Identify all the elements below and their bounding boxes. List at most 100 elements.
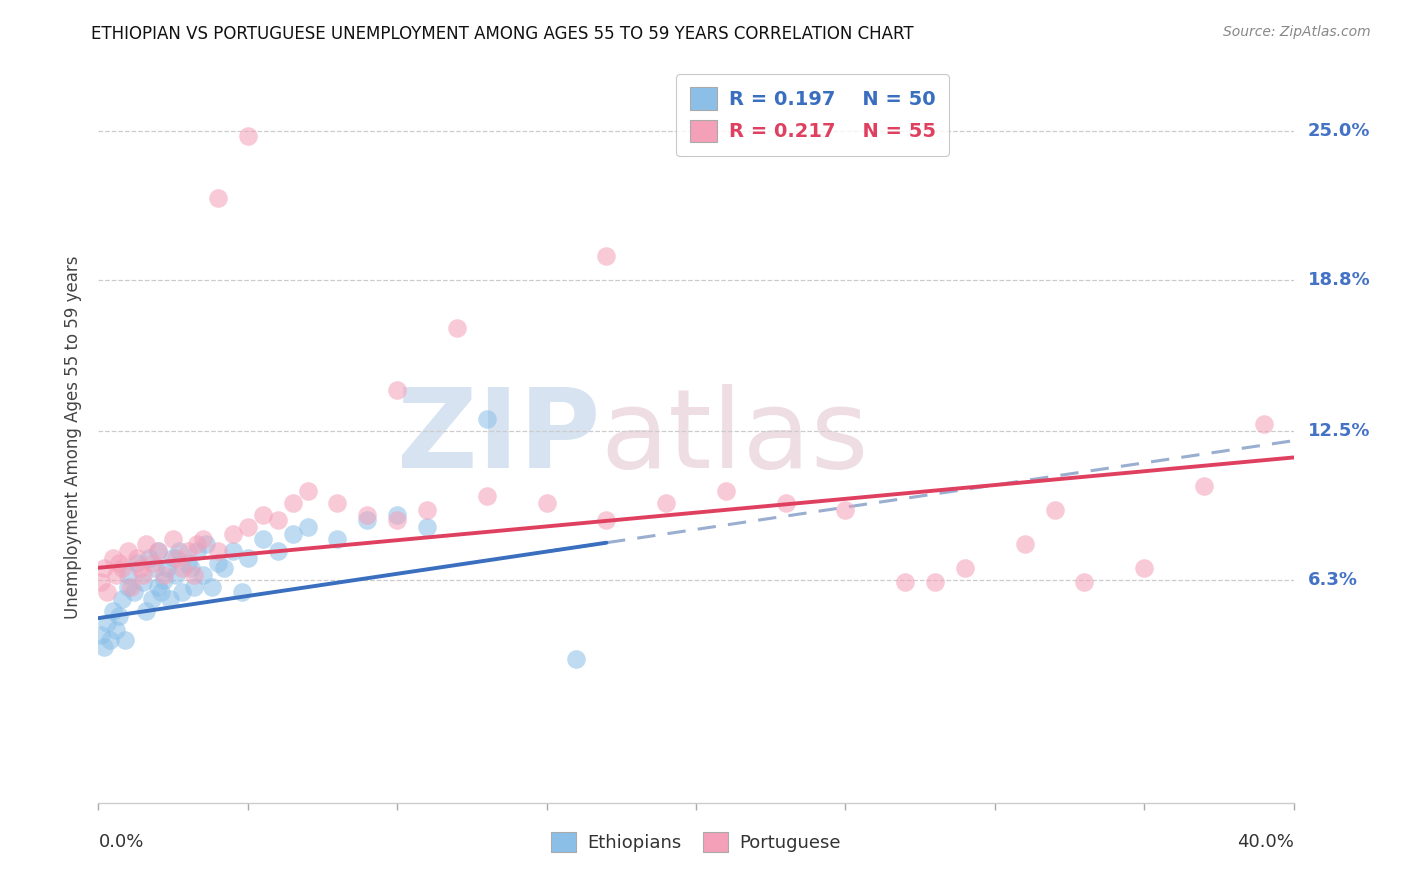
Point [108,556,131,570]
Point [191,568,214,582]
Text: 25.0%: 25.0% [1308,122,1371,140]
Point [475,412,498,426]
Point [96,615,118,630]
Point [231,584,253,599]
Text: 0.0%: 0.0% [98,833,143,851]
Point [1043,503,1066,517]
Point [536,496,558,510]
Point [183,580,205,594]
Point [267,544,290,558]
Point [150,584,173,599]
Point [714,483,737,498]
Point [201,580,224,594]
Point [924,575,946,590]
Point [93,640,115,654]
Point [416,520,439,534]
Point [117,544,139,558]
Point [141,556,163,570]
Point [120,580,142,594]
Point [138,551,160,566]
Point [446,321,468,335]
Point [385,508,409,522]
Point [297,520,319,534]
Text: 12.5%: 12.5% [1308,422,1371,440]
Point [1073,575,1095,590]
Point [177,556,200,570]
Point [953,561,976,575]
Point [475,489,498,503]
Legend: Ethiopians, Portuguese: Ethiopians, Portuguese [544,824,848,860]
Point [93,561,115,575]
Point [180,561,202,575]
Point [148,544,170,558]
Point [90,575,112,590]
Point [267,513,290,527]
Point [135,604,157,618]
Text: 6.3%: 6.3% [1308,571,1358,589]
Point [172,561,194,575]
Point [775,496,797,510]
Point [162,551,184,566]
Point [416,503,439,517]
Point [207,556,229,570]
Point [236,520,259,534]
Point [212,561,235,575]
Point [236,129,259,144]
Point [655,496,678,510]
Point [156,561,179,575]
Point [117,568,139,582]
Point [595,513,617,527]
Point [90,628,112,642]
Point [172,584,194,599]
Text: 40.0%: 40.0% [1237,833,1294,851]
Point [153,573,176,587]
Point [894,575,917,590]
Point [162,532,184,546]
Point [103,551,125,566]
Point [127,556,149,570]
Point [132,575,155,590]
Point [1133,561,1156,575]
Point [1253,417,1275,431]
Point [222,527,245,541]
Point [207,544,229,558]
Point [124,584,146,599]
Point [236,551,259,566]
Point [167,544,190,558]
Point [114,632,136,647]
Point [1192,479,1215,493]
Point [132,568,155,582]
Y-axis label: Unemployment Among Ages 55 to 59 years: Unemployment Among Ages 55 to 59 years [63,255,82,619]
Point [281,496,304,510]
Point [98,632,122,647]
Point [103,604,125,618]
Point [143,561,166,575]
Point [135,537,157,551]
Point [177,544,200,558]
Point [183,568,205,582]
Point [356,513,378,527]
Point [191,532,214,546]
Point [595,249,617,263]
Point [1014,537,1036,551]
Point [105,568,128,582]
Point [326,532,349,546]
Point [186,537,208,551]
Point [148,544,170,558]
Text: 18.8%: 18.8% [1308,271,1371,289]
Point [385,384,409,398]
Point [165,551,187,566]
Point [165,568,187,582]
Text: ETHIOPIAN VS PORTUGUESE UNEMPLOYMENT AMONG AGES 55 TO 59 YEARS CORRELATION CHART: ETHIOPIAN VS PORTUGUESE UNEMPLOYMENT AMO… [91,25,914,43]
Point [111,561,134,575]
Point [148,580,170,594]
Point [207,191,229,205]
Point [141,591,163,606]
Point [252,532,274,546]
Point [252,508,274,522]
Text: Source: ZipAtlas.com: Source: ZipAtlas.com [1223,25,1371,39]
Point [385,513,409,527]
Point [326,496,349,510]
Point [565,652,588,666]
Point [195,537,218,551]
